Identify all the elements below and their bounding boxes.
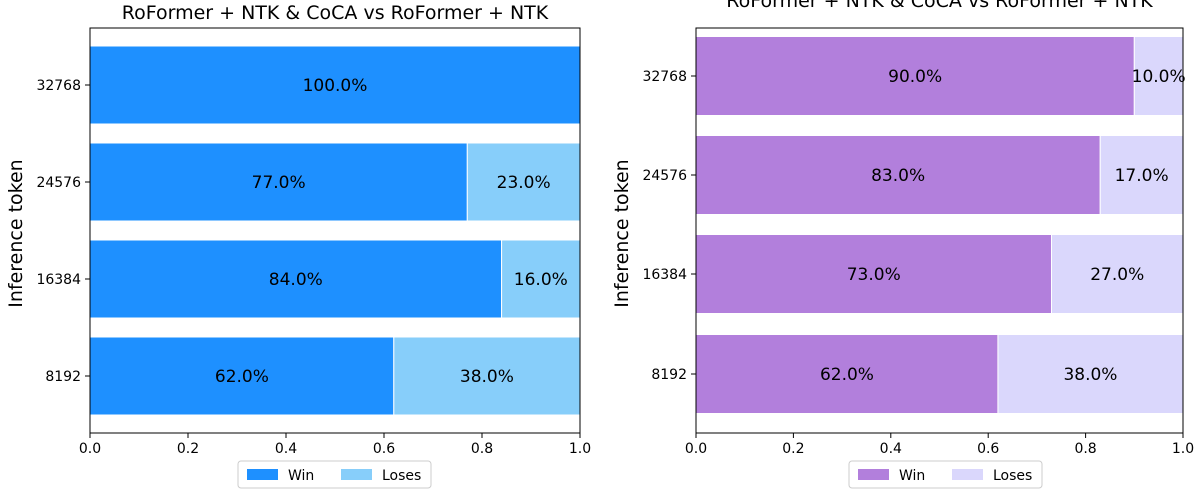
- data-label-win-8192: 62.0%: [820, 365, 874, 385]
- axes-frame: [695, 27, 1184, 434]
- x-tick-label: 0.2: [177, 441, 199, 457]
- data-label-loses-8192: 38.0%: [460, 367, 514, 387]
- data-label-loses-24576: 17.0%: [1115, 166, 1169, 186]
- y-tick-label: 16384: [642, 267, 687, 283]
- legend-label-win: Win: [899, 468, 925, 484]
- bar-loses-16384: [501, 239, 581, 319]
- bar-win-24576: [695, 135, 1101, 215]
- y-tick-label: 8192: [45, 369, 81, 385]
- data-label-loses-16384: 27.0%: [1090, 265, 1144, 285]
- bar-loses-24576: [1099, 135, 1184, 215]
- x-tick-label: 1.0: [569, 441, 591, 457]
- x-tick-label: 0.4: [880, 441, 902, 457]
- data-label-win-32768: 90.0%: [888, 67, 942, 87]
- x-tick-label: 0.8: [1074, 441, 1096, 457]
- data-label-win-8192: 62.0%: [215, 367, 269, 387]
- x-tick-label: 0.0: [79, 441, 101, 457]
- axes-frame: [89, 27, 581, 434]
- x-tick-label: 0.0: [685, 441, 707, 457]
- legend-label-loses: Loses: [993, 468, 1032, 484]
- legend: Win Loses: [237, 460, 432, 489]
- bar-loses-16384: [1051, 234, 1184, 314]
- y-tick-label: 24576: [36, 175, 81, 191]
- bar-win-32768: [89, 45, 581, 125]
- legend-swatch-loses: [952, 469, 983, 480]
- chart-1: RoFormer + NTK & CoCA vs RoFormer + NTK 6…: [5, 2, 591, 489]
- bar-win-8192: [695, 334, 999, 414]
- legend-label-loses: Loses: [382, 468, 421, 484]
- legend-box: [237, 460, 432, 489]
- data-label-win-32768: 100.0%: [303, 76, 368, 96]
- legend-label-win: Win: [288, 468, 314, 484]
- legend-swatch-loses: [341, 469, 372, 480]
- bar-win-24576: [89, 142, 468, 222]
- chart-title: RoFormer + NTK & CoCA vs RoFormer + NTK: [122, 2, 549, 24]
- data-label-win-24576: 77.0%: [252, 173, 306, 193]
- y-axis-label: Inference token: [611, 159, 633, 307]
- data-label-loses-32768: 10.0%: [1132, 67, 1186, 87]
- x-tick-label: 0.2: [782, 441, 804, 457]
- x-tick-label: 0.8: [471, 441, 493, 457]
- data-label-loses-16384: 16.0%: [514, 270, 568, 290]
- data-label-loses-8192: 38.0%: [1063, 365, 1117, 385]
- y-tick-label: 32768: [642, 69, 687, 85]
- bar-loses-8192: [393, 336, 581, 416]
- legend-swatch-win: [247, 469, 278, 480]
- y-axis-label: Inference token: [5, 159, 27, 307]
- legend-swatch-win: [858, 469, 889, 480]
- y-tick-label: 32768: [36, 78, 81, 94]
- bar-win-8192: [89, 336, 395, 416]
- x-tick-label: 0.4: [275, 441, 297, 457]
- bar-win-16384: [695, 234, 1053, 314]
- chart-title: RoFormer + NTK & CoCA vs RoFormer + NTK: [726, 0, 1153, 12]
- y-tick-label: 24576: [642, 168, 687, 184]
- bar-win-16384: [89, 239, 503, 319]
- x-tick-label: 0.6: [373, 441, 395, 457]
- data-label-win-16384: 73.0%: [847, 265, 901, 285]
- y-tick-label: 8192: [651, 367, 687, 383]
- legend-box: [848, 460, 1043, 489]
- bar-win-32768: [695, 36, 1135, 116]
- x-tick-label: 0.6: [977, 441, 999, 457]
- chart-2: RoFormer + NTK & CoCA vs RoFormer + NTK 6…: [611, 0, 1194, 489]
- data-label-win-24576: 83.0%: [871, 166, 925, 186]
- x-tick-label: 1.0: [1172, 441, 1194, 457]
- y-tick-label: 16384: [36, 272, 81, 288]
- data-label-loses-24576: 23.0%: [497, 173, 551, 193]
- data-label-win-16384: 84.0%: [269, 270, 323, 290]
- bar-loses-24576: [466, 142, 581, 222]
- bar-loses-32768: [1133, 36, 1184, 116]
- legend: Win Loses: [848, 460, 1043, 489]
- bar-loses-8192: [997, 334, 1184, 414]
